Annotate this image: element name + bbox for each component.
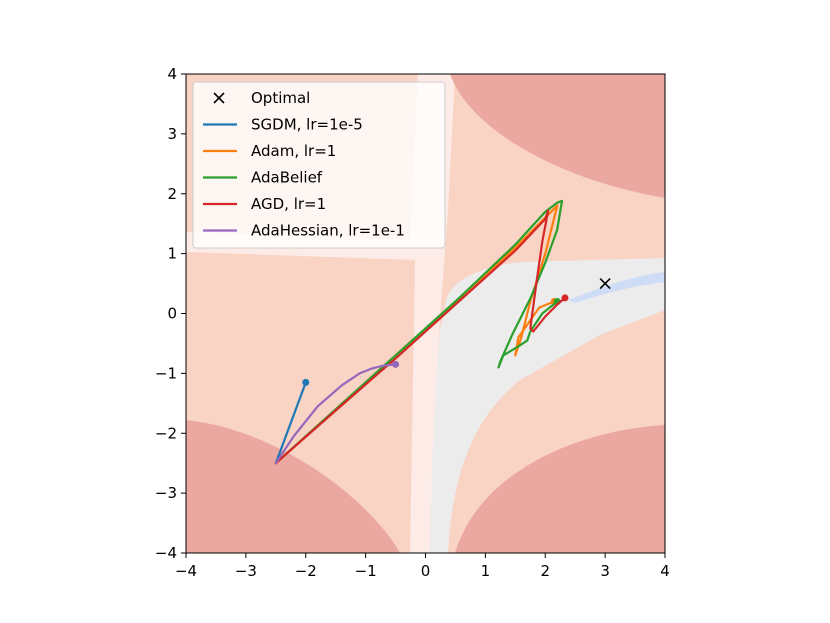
legend-label-optimal: Optimal	[251, 89, 310, 107]
x-tick-label: −4	[175, 562, 197, 580]
y-tick-label: 0	[167, 305, 177, 323]
series-endpoint-4	[392, 360, 400, 368]
legend-label-2: AdaBelief	[251, 169, 323, 187]
x-tick-label: 0	[421, 562, 431, 580]
y-tick-label: 2	[167, 185, 177, 203]
contour-high-bottom-right	[455, 425, 665, 553]
y-tick-label: 1	[167, 245, 177, 263]
x-tick-label: −2	[295, 562, 317, 580]
series-line-0	[274, 381, 307, 465]
legend-label-1: Adam, lr=1	[251, 142, 336, 160]
y-tick-label: 3	[167, 125, 177, 143]
contour-high-bottom-left	[186, 420, 400, 553]
series-line-3	[274, 209, 567, 465]
legend-label-0: SGDM, lr=1e-5	[251, 116, 363, 134]
x-tick-label: 4	[660, 562, 670, 580]
y-tick-label: −1	[155, 364, 177, 382]
legend-label-4: AdaHessian, lr=1e-1	[251, 222, 405, 240]
y-tick-label: −2	[155, 424, 177, 442]
legend-label-3: AGD, lr=1	[251, 195, 326, 213]
series-layer	[274, 199, 569, 465]
y-axis-ticks: −4 −3 −2 −1 0 1 2 3 4	[155, 65, 186, 562]
legend-marker-optimal	[213, 92, 225, 104]
x-tick-label: 3	[600, 562, 610, 580]
x-tick-label: 2	[540, 562, 550, 580]
x-tick-label: −3	[235, 562, 257, 580]
y-tick-label: 4	[167, 65, 177, 83]
series-endpoint-3	[561, 294, 569, 302]
legend: Optimal SGDM, lr=1e-5 Adam, lr=1 AdaBelief A…	[192, 81, 446, 249]
optimal-marker	[599, 277, 611, 290]
x-tick-label: 1	[481, 562, 491, 580]
contour-low-region	[568, 272, 665, 303]
contour-near-zero-region	[430, 258, 665, 553]
contour-high-top-right	[450, 74, 665, 198]
series-endpoint-0	[302, 378, 310, 386]
optimal-layer	[599, 277, 611, 290]
y-tick-label: −4	[155, 544, 177, 562]
y-tick-label: −3	[155, 484, 177, 502]
legend-box	[192, 81, 446, 249]
series-line-4	[274, 363, 397, 465]
x-axis-ticks: −4 −3 −2 −1 0 1 2 3 4	[175, 553, 670, 580]
x-tick-label: −1	[355, 562, 377, 580]
